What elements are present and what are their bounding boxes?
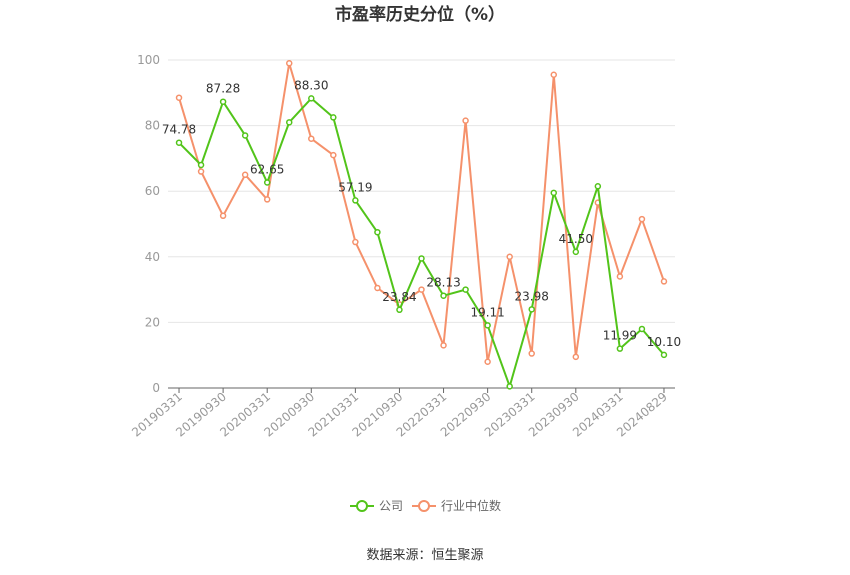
series-point-0 — [285, 119, 293, 126]
data-labels: 74.78 87.28 62.65 88.30 57.19 23.84 28.13 19.11… — [162, 78, 681, 348]
data-label: 19.11 — [470, 305, 504, 319]
chart-title: 市盈率历史分位（%） — [335, 4, 505, 25]
y-tick-label: 20 — [145, 315, 160, 329]
legend: 公司 行业中位数 — [350, 498, 501, 513]
series-point-1 — [418, 286, 425, 293]
series-point-1 — [484, 358, 491, 366]
source-note: 数据来源：恒生聚源 — [366, 548, 483, 563]
series-point-0 — [374, 228, 381, 236]
series-point-1 — [197, 168, 205, 175]
data-label: 23.98 — [515, 289, 549, 303]
series-point-0 — [440, 292, 447, 299]
series-point-1 — [616, 273, 624, 280]
series-line-1 — [178, 62, 665, 363]
series-point-1 — [462, 117, 469, 124]
series-point-0 — [352, 197, 359, 204]
data-label: 10.10 — [647, 335, 681, 349]
series-point-1 — [528, 350, 535, 357]
axes: 0204060801002019033120190930202003312020… — [129, 53, 675, 440]
series-point-0 — [308, 95, 315, 102]
series-point-0 — [506, 383, 513, 390]
series-point-0 — [594, 183, 602, 190]
series-point-1 — [219, 212, 227, 220]
y-tick-label: 100 — [137, 53, 160, 67]
series-point-0 — [484, 322, 491, 329]
data-label: 11.99 — [603, 329, 637, 343]
series-point-0 — [638, 325, 646, 333]
series-point-1 — [660, 278, 668, 285]
series-point-0 — [330, 114, 337, 121]
series-point-1 — [506, 253, 513, 261]
series-point-1 — [330, 151, 337, 159]
series-point-1 — [374, 284, 381, 292]
series-point-0 — [219, 98, 227, 105]
series-point-0 — [263, 179, 271, 186]
series-point-1 — [440, 342, 447, 349]
data-label: 62.65 — [250, 163, 284, 177]
series-layer — [175, 60, 668, 390]
data-label: 41.50 — [559, 232, 593, 246]
data-label: 57.19 — [338, 180, 372, 194]
series-point-0 — [197, 161, 205, 169]
legend-label: 公司 — [379, 499, 403, 513]
series-point-0 — [175, 139, 183, 146]
series-point-1 — [241, 171, 249, 179]
series-point-0 — [528, 306, 535, 313]
series-point-1 — [263, 196, 271, 203]
series-point-1 — [285, 60, 293, 67]
data-label: 23.84 — [382, 290, 416, 304]
series-point-0 — [418, 255, 425, 262]
series-point-0 — [550, 189, 558, 197]
data-label: 28.13 — [426, 276, 460, 290]
y-tick-label: 0 — [152, 381, 160, 395]
series-point-0 — [616, 345, 624, 352]
data-label: 88.30 — [294, 78, 328, 92]
series-point-1 — [352, 238, 359, 246]
series-point-0 — [396, 306, 403, 314]
series-point-0 — [462, 286, 469, 293]
legend-marker — [418, 500, 430, 512]
series-point-1 — [572, 353, 580, 361]
series-point-0 — [572, 248, 580, 256]
series-point-1 — [550, 71, 558, 79]
y-tick-label: 80 — [145, 119, 160, 133]
series-point-0 — [241, 132, 249, 139]
legend-label: 行业中位数 — [441, 498, 501, 513]
data-label: 87.28 — [206, 82, 240, 96]
y-tick-label: 40 — [145, 250, 160, 264]
series-point-1 — [638, 215, 646, 223]
y-tick-label: 60 — [145, 184, 160, 198]
legend-item-0: 公司 — [350, 499, 403, 513]
series-point-0 — [660, 351, 668, 359]
legend-item-1: 行业中位数 — [412, 498, 501, 513]
series-point-1 — [175, 94, 183, 101]
series-point-1 — [308, 135, 315, 142]
data-label: 74.78 — [162, 123, 196, 137]
legend-marker — [356, 500, 368, 512]
